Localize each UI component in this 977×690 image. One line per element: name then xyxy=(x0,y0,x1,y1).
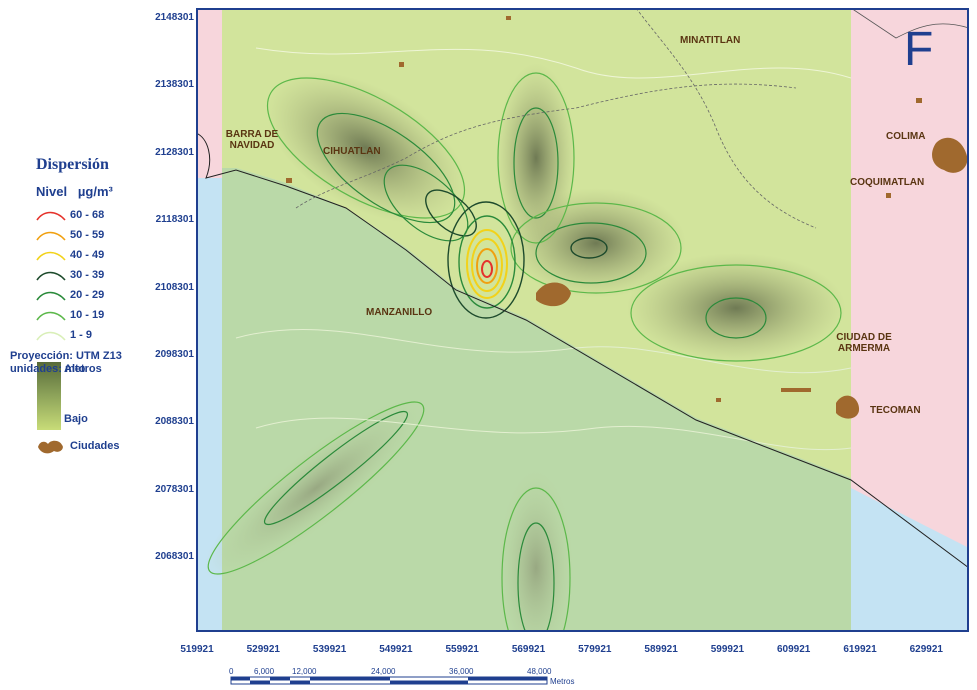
x-tick-label: 519921 xyxy=(180,644,214,655)
map-frame xyxy=(196,8,969,632)
legend-subtitle: Nivel µg/m³ xyxy=(36,184,113,199)
place-label: COQUIMATLAN xyxy=(850,177,925,188)
y-tick-label: 2138301 xyxy=(155,79,194,91)
legend-cities: Ciudades xyxy=(36,438,120,456)
x-tick-label: 629921 xyxy=(909,644,943,655)
coastline xyxy=(196,132,969,569)
legend-item-label: 1 - 9 xyxy=(70,329,93,341)
outside-state-left xyxy=(196,8,222,178)
legend-unit-label: µg/m³ xyxy=(77,184,113,199)
place-label: MINATITLAN xyxy=(680,35,741,46)
x-tick-label: 549921 xyxy=(379,644,413,655)
y-tick-label: 2148301 xyxy=(155,12,194,23)
x-tick-label: 589921 xyxy=(644,644,678,655)
municipal-boundary xyxy=(295,83,797,209)
legend-line-icon xyxy=(36,231,66,241)
legend-line-icon xyxy=(36,211,66,221)
projection-note: Proyección: UTM Z13 unidades: metros xyxy=(10,350,122,376)
scale-label: 36,000 xyxy=(449,667,474,676)
legend-item-label: 20 - 29 xyxy=(70,289,105,301)
y-tick-label: 2078301 xyxy=(155,483,194,495)
y-tick-label: 2088301 xyxy=(155,416,194,428)
state-boundary xyxy=(850,8,969,39)
x-tick-label: 569921 xyxy=(511,644,546,655)
panel-letter: F xyxy=(904,23,934,76)
legend-line-icon xyxy=(36,311,66,321)
y-tick-label: 2118301 xyxy=(155,214,194,226)
ramp-low-label: Bajo xyxy=(64,413,88,425)
city-symbol-icon xyxy=(38,440,63,454)
legend-line-icon xyxy=(36,331,66,341)
place-label: TECOMAN xyxy=(870,405,921,416)
ramp-high-label: Alto xyxy=(64,363,86,375)
plume-s xyxy=(498,468,574,632)
legend-item-label: 60 - 68 xyxy=(70,209,105,221)
x-tick-label: 529921 xyxy=(246,644,280,655)
x-tick-label: 559921 xyxy=(445,644,479,655)
scale-unit: Metros xyxy=(550,677,575,686)
plume-sw xyxy=(203,397,429,579)
legend-item-label: 40 - 49 xyxy=(70,249,105,261)
x-tick-label: 579921 xyxy=(578,644,612,655)
y-tick-label: 2068301 xyxy=(155,551,194,563)
sea-model-area xyxy=(222,168,851,632)
y-tick-label: 2108301 xyxy=(155,281,194,293)
ocean-right xyxy=(851,488,969,632)
units-line: unidades: metros xyxy=(10,363,102,375)
x-tick-label: 599921 xyxy=(710,644,745,655)
intensity-ramp xyxy=(37,362,61,430)
legend-line-icon xyxy=(36,271,66,281)
place-label: CIHUATLAN xyxy=(323,146,381,157)
legend-item-label: 50 - 59 xyxy=(70,229,105,241)
plume-far-e xyxy=(626,253,846,363)
x-tick-label: 619921 xyxy=(843,644,877,655)
scale-bar xyxy=(230,676,548,685)
dispersion-map xyxy=(196,8,969,632)
legend-title: Dispersión xyxy=(36,156,109,173)
x-tick-label: 609921 xyxy=(777,644,811,655)
legend-cities-label: Ciudades xyxy=(70,440,120,452)
legend-item-label: 10 - 19 xyxy=(70,309,105,321)
place-label: CIUDAD DE ARMERMA xyxy=(836,332,892,354)
scale-label: 0 xyxy=(229,667,234,676)
plume-e xyxy=(506,188,686,298)
scale-label: 48,000 xyxy=(527,667,552,676)
y-tick-label: 2128301 xyxy=(155,146,194,158)
scale-label: 6,000 xyxy=(254,667,275,676)
legend-line-icon xyxy=(36,251,66,261)
place-label: BARRA DE NAVIDAD xyxy=(225,129,279,151)
contour-lines xyxy=(207,47,852,632)
place-label: MANZANILLO xyxy=(366,307,433,318)
legend-line-icon xyxy=(36,291,66,301)
projection-line: Proyección: UTM Z13 xyxy=(10,350,122,362)
city-footprints xyxy=(286,16,968,419)
y-tick-label: 2098301 xyxy=(155,349,194,360)
scale-label: 24,000 xyxy=(371,667,396,676)
place-label: COLIMA xyxy=(886,131,926,142)
legend-level-label: Nivel xyxy=(36,184,68,199)
legend-item-label: 30 - 39 xyxy=(70,269,105,281)
plume-nw xyxy=(266,72,466,224)
x-tick-label: 539921 xyxy=(312,644,347,655)
scale-label: 12,000 xyxy=(292,667,317,676)
